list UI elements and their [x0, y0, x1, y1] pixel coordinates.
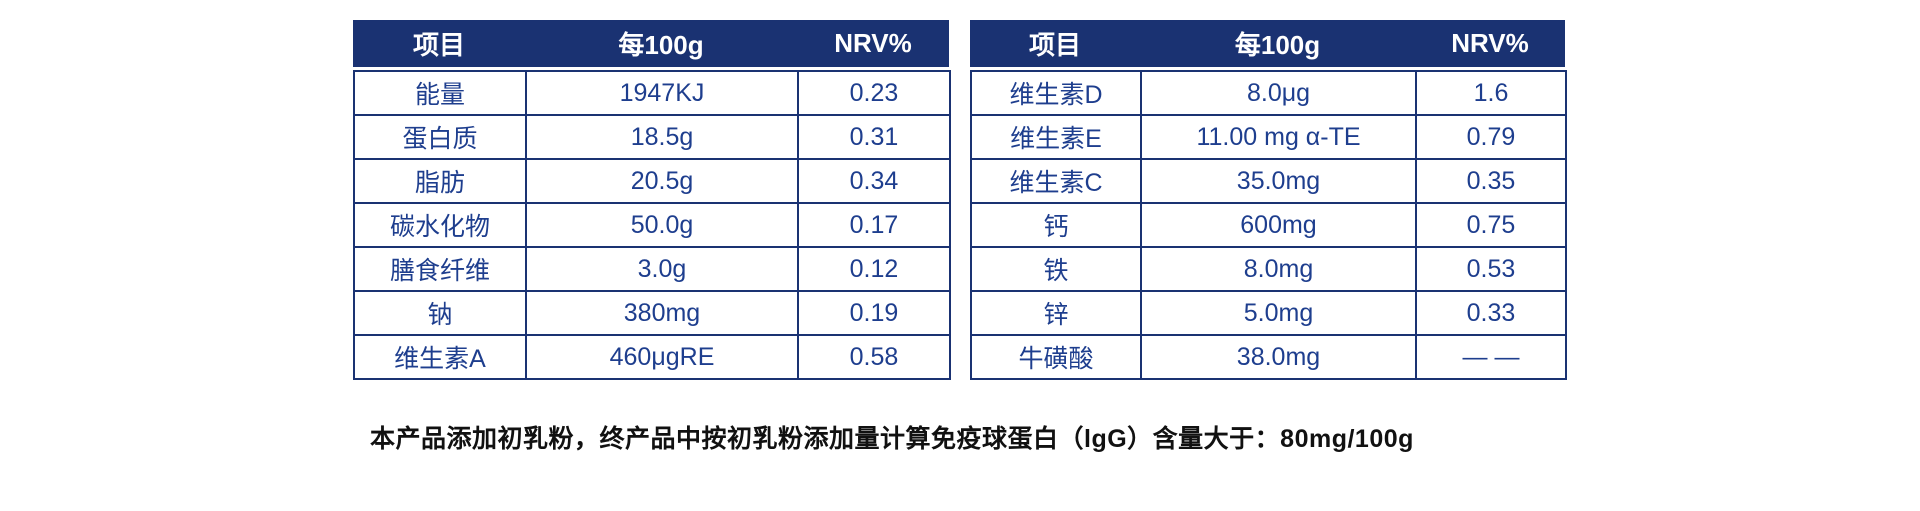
cell-item: 蛋白质 [353, 114, 527, 160]
header-cell-per100g: 每100g [1234, 30, 1321, 60]
cell-per100g: 50.0g [525, 202, 799, 248]
table-row: 膳食纤维 3.0g 0.12 [353, 246, 951, 292]
table-row: 钙 600mg 0.75 [970, 202, 1567, 248]
cell-nrv: 0.79 [1415, 114, 1567, 160]
cell-item: 牛磺酸 [970, 334, 1142, 380]
table-row: 维生素D 8.0μg 1.6 [970, 70, 1567, 116]
table-row: 维生素C 35.0mg 0.35 [970, 158, 1567, 204]
cell-per100g: 600mg [1140, 202, 1417, 248]
cell-nrv: 0.34 [797, 158, 951, 204]
cell-item: 铁 [970, 246, 1142, 292]
header-cell-item: 项目 [1028, 30, 1081, 60]
table-header: 项目 每100g NRV% [353, 20, 949, 67]
header-cell-item: 项目 [412, 30, 465, 60]
cell-item: 膳食纤维 [353, 246, 527, 292]
cell-nrv: 0.58 [797, 334, 951, 380]
cell-item: 能量 [353, 70, 527, 116]
cell-nrv: 0.75 [1415, 202, 1567, 248]
cell-per100g: 8.0mg [1140, 246, 1417, 292]
cell-item: 维生素C [970, 158, 1142, 204]
cell-nrv: 0.17 [797, 202, 951, 248]
cell-nrv: 0.31 [797, 114, 951, 160]
cell-per100g: 5.0mg [1140, 290, 1417, 336]
cell-per100g: 8.0μg [1140, 70, 1417, 116]
table-row: 蛋白质 18.5g 0.31 [353, 114, 951, 160]
table-row: 碳水化物 50.0g 0.17 [353, 202, 951, 248]
table-body: 能量 1947KJ 0.23 蛋白质 18.5g 0.31 脂肪 20.5g 0… [353, 70, 951, 380]
table-row: 能量 1947KJ 0.23 [353, 70, 951, 116]
cell-nrv: 0.23 [797, 70, 951, 116]
cell-nrv: 0.12 [797, 246, 951, 292]
nutrition-table-macros: 项目 每100g NRV% 能量 1947KJ 0.23 蛋白质 18.5g 0… [353, 20, 951, 380]
cell-nrv: — — [1415, 334, 1567, 380]
cell-item: 脂肪 [353, 158, 527, 204]
cell-per100g: 1947KJ [525, 70, 799, 116]
cell-nrv: 0.19 [797, 290, 951, 336]
cell-per100g: 380mg [525, 290, 799, 336]
header-cell-nrv: NRV% [834, 28, 912, 58]
table-body: 维生素D 8.0μg 1.6 维生素E 11.00 mg α-TE 0.79 维… [970, 70, 1567, 380]
cell-per100g: 35.0mg [1140, 158, 1417, 204]
cell-nrv: 0.35 [1415, 158, 1567, 204]
table-row: 维生素A 460μgRE 0.58 [353, 334, 951, 380]
header-cell-per100g: 每100g [618, 30, 704, 60]
cell-item: 维生素E [970, 114, 1142, 160]
cell-per100g: 38.0mg [1140, 334, 1417, 380]
nutrition-table-vitamins: 项目 每100g NRV% 维生素D 8.0μg 1.6 维生素E 11.00 … [970, 20, 1567, 380]
cell-item: 维生素A [353, 334, 527, 380]
table-row: 钠 380mg 0.19 [353, 290, 951, 336]
table-row: 维生素E 11.00 mg α-TE 0.79 [970, 114, 1567, 160]
cell-nrv: 0.53 [1415, 246, 1567, 292]
cell-nrv: 1.6 [1415, 70, 1567, 116]
cell-per100g: 460μgRE [525, 334, 799, 380]
cell-per100g: 18.5g [525, 114, 799, 160]
cell-item: 锌 [970, 290, 1142, 336]
cell-nrv: 0.33 [1415, 290, 1567, 336]
cell-item: 钠 [353, 290, 527, 336]
table-row: 铁 8.0mg 0.53 [970, 246, 1567, 292]
table-row: 脂肪 20.5g 0.34 [353, 158, 951, 204]
igg-content-note: 本产品添加初乳粉，终产品中按初乳粉添加量计算免疫球蛋白（lgG）含量大于：80m… [370, 425, 1414, 453]
cell-per100g: 11.00 mg α-TE [1140, 114, 1417, 160]
cell-per100g: 3.0g [525, 246, 799, 292]
cell-item: 维生素D [970, 70, 1142, 116]
cell-item: 钙 [970, 202, 1142, 248]
table-header: 项目 每100g NRV% [970, 20, 1565, 67]
cell-per100g: 20.5g [525, 158, 799, 204]
cell-item: 碳水化物 [353, 202, 527, 248]
table-row: 锌 5.0mg 0.33 [970, 290, 1567, 336]
header-cell-nrv: NRV% [1451, 28, 1529, 58]
table-row: 牛磺酸 38.0mg — — [970, 334, 1567, 380]
